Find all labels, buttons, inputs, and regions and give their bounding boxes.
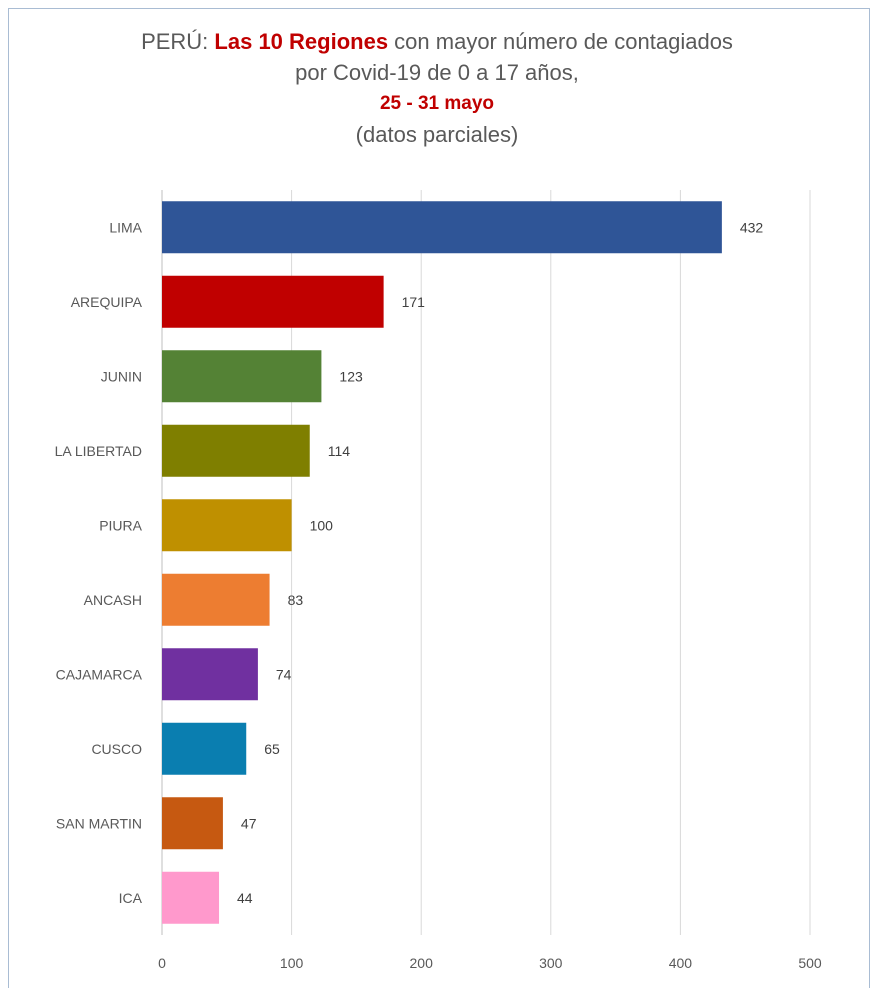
x-tick-label: 400 <box>669 955 693 971</box>
bar <box>162 573 270 626</box>
category-label: LIMA <box>109 219 142 235</box>
x-tick-label: 300 <box>539 955 563 971</box>
value-label: 123 <box>339 368 363 384</box>
value-label: 171 <box>402 294 426 310</box>
title-line-2: por Covid-19 de 0 a 17 años, <box>295 60 579 85</box>
title-line-1: PERÚ: Las 10 Regiones con mayor número d… <box>0 26 874 57</box>
value-label: 100 <box>310 517 334 533</box>
value-label: 47 <box>241 815 257 831</box>
chart-frame <box>8 8 870 988</box>
title-highlight: Las 10 Regiones <box>214 29 389 54</box>
bar <box>162 797 223 850</box>
category-label: LA LIBERTAD <box>55 443 142 459</box>
x-tick-label: 0 <box>158 955 166 971</box>
title-rest: con mayor número de contagiados <box>388 29 733 54</box>
chart-title: PERÚ: Las 10 Regiones con mayor número d… <box>0 26 874 150</box>
bar <box>162 350 322 403</box>
x-tick-label: 200 <box>410 955 434 971</box>
category-label: ANCASH <box>84 592 142 608</box>
title-note: (datos parciales) <box>355 122 519 147</box>
bar <box>162 648 258 701</box>
category-label: JUNIN <box>101 368 142 384</box>
x-tick-label: 100 <box>280 955 304 971</box>
category-label: PIURA <box>99 517 142 533</box>
title-date-range: 25 - 31 mayo <box>379 93 495 114</box>
value-label: 83 <box>288 592 304 608</box>
bar <box>162 201 722 254</box>
title-prefix: PERÚ: <box>141 29 215 54</box>
category-label: SAN MARTIN <box>56 815 142 831</box>
value-label: 74 <box>276 666 292 682</box>
bar <box>162 424 310 477</box>
x-tick-label: 500 <box>798 955 822 971</box>
category-label: ICA <box>119 890 143 906</box>
bar <box>162 871 220 924</box>
bar <box>162 275 384 328</box>
value-label: 114 <box>328 443 351 459</box>
value-label: 44 <box>237 890 253 906</box>
bar <box>162 722 247 775</box>
category-label: CAJAMARCA <box>56 666 143 682</box>
bar <box>162 499 292 552</box>
category-label: AREQUIPA <box>71 294 143 310</box>
value-label: 432 <box>740 219 764 235</box>
category-label: CUSCO <box>91 741 142 757</box>
value-label: 65 <box>264 741 280 757</box>
